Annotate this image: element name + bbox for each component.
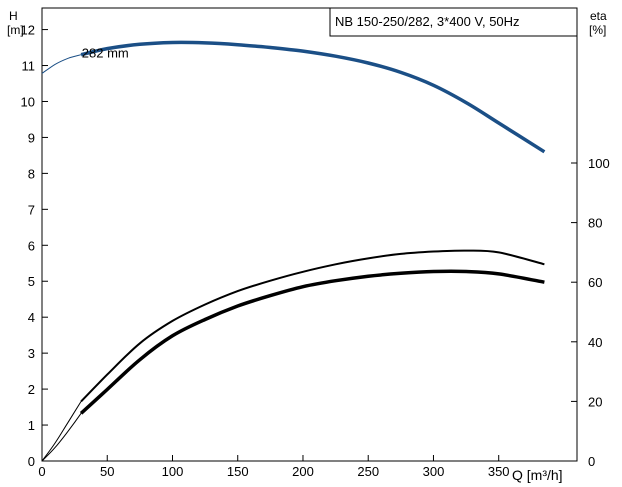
y-left-tick-label: 6 <box>28 238 35 253</box>
y-left-tick-label: 8 <box>28 166 35 181</box>
y-right-tick-label: 60 <box>588 275 602 290</box>
impeller-diameter-label: 282 mm <box>82 46 129 61</box>
x-tick-label: 300 <box>423 464 445 479</box>
y-left-axis-unit: [m] <box>7 23 24 37</box>
y-left-tick-label: 2 <box>28 382 35 397</box>
y-right-tick-label: 20 <box>588 394 602 409</box>
title-box <box>329 7 578 37</box>
efficiency-curve-2 <box>80 249 545 403</box>
y-right-axis-name: eta <box>590 9 607 23</box>
y-right-axis-unit: [%] <box>589 23 606 37</box>
y-left-tick-label: 3 <box>28 346 35 361</box>
y-left-tick-label: 12 <box>21 23 35 38</box>
efficiency-curve-4 <box>41 401 82 462</box>
y-left-tick-label: 10 <box>21 94 35 109</box>
head-curve-0 <box>80 40 546 154</box>
y-left-tick-label: 1 <box>28 418 35 433</box>
x-tick-label: 0 <box>38 464 45 479</box>
y-left-tick-label: 9 <box>28 130 35 145</box>
y-right-tick-label: 0 <box>588 454 595 469</box>
y-left-tick-label: 5 <box>28 274 35 289</box>
head-curve-1 <box>41 54 82 74</box>
x-axis-label: Q [m³/h] <box>512 467 563 483</box>
x-tick-label: 350 <box>488 464 510 479</box>
y-left-tick-label: 11 <box>22 59 36 74</box>
chart-marks: 0 50 100 150 200 250 300 3500123456789101112020… <box>21 23 610 479</box>
chart-title: NB 150-250/282, 3*400 V, 50Hz <box>335 14 520 29</box>
y-right-tick-label: 40 <box>588 335 602 350</box>
y-left-tick-label: 0 <box>28 454 35 469</box>
y-left-axis-name: H <box>9 9 18 23</box>
y-left-tick-label: 4 <box>28 310 35 325</box>
x-tick-label: 50 <box>100 464 114 479</box>
y-left-tick-label: 7 <box>28 202 35 217</box>
y-right-tick-label: 80 <box>588 216 602 231</box>
x-tick-label: 200 <box>292 464 314 479</box>
efficiency-curve-5 <box>41 413 82 462</box>
plot-frame <box>41 7 578 462</box>
x-tick-label: 250 <box>357 464 379 479</box>
y-right-tick-label: 100 <box>588 156 610 171</box>
x-tick-label: 150 <box>227 464 249 479</box>
x-tick-label: 100 <box>162 464 184 479</box>
efficiency-curve-3 <box>79 269 545 415</box>
